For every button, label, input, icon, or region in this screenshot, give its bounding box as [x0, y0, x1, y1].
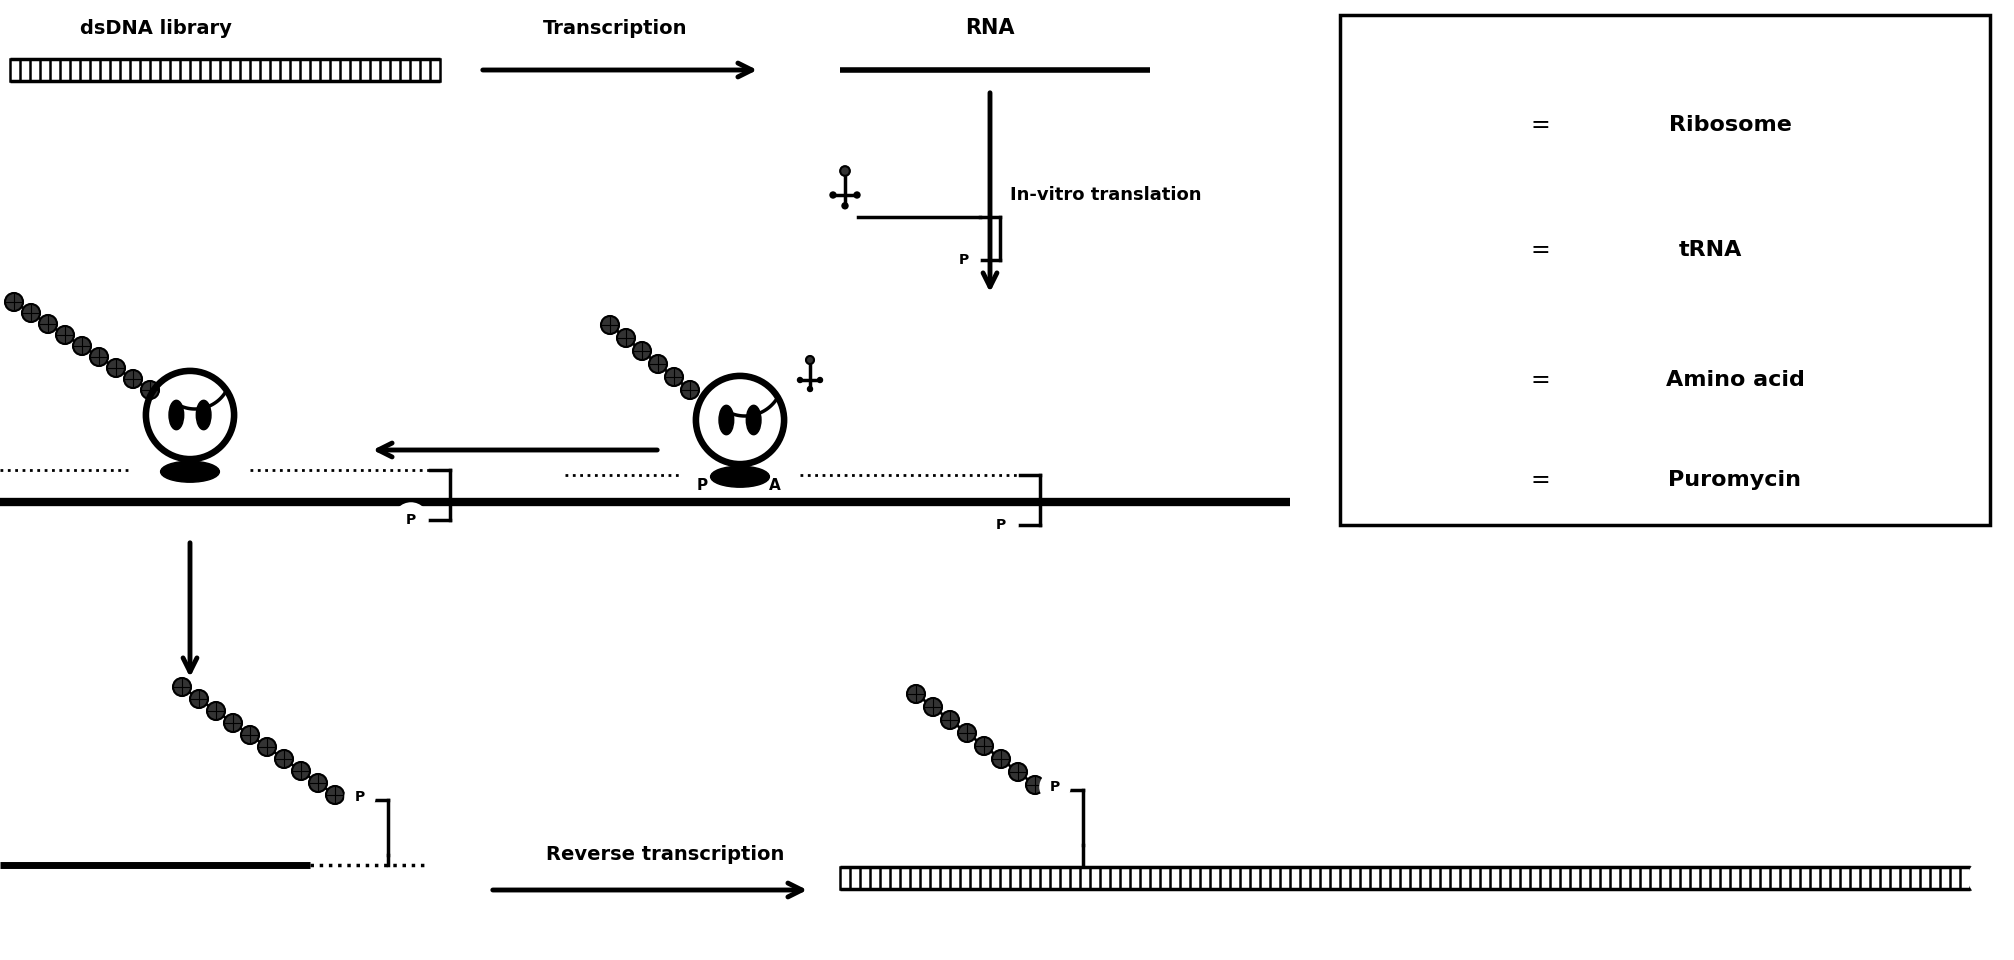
Circle shape	[957, 724, 975, 742]
Circle shape	[1396, 456, 1444, 504]
Ellipse shape	[711, 467, 769, 488]
Text: tRNA: tRNA	[1678, 240, 1740, 260]
Circle shape	[830, 192, 836, 198]
Circle shape	[4, 293, 22, 311]
FancyBboxPatch shape	[1339, 15, 1990, 525]
Circle shape	[274, 750, 292, 768]
Text: =: =	[1529, 238, 1549, 262]
Text: dsDNA library: dsDNA library	[81, 18, 232, 37]
Ellipse shape	[1400, 142, 1440, 156]
Circle shape	[56, 326, 75, 344]
Circle shape	[1414, 214, 1426, 226]
Circle shape	[292, 762, 310, 780]
Circle shape	[1041, 773, 1069, 801]
Circle shape	[431, 849, 463, 881]
Circle shape	[600, 316, 618, 334]
Circle shape	[73, 337, 91, 355]
Text: =: =	[1529, 113, 1549, 137]
Ellipse shape	[745, 405, 761, 435]
Circle shape	[616, 329, 634, 347]
Circle shape	[695, 376, 783, 464]
Text: In-vitro translation: In-vitro translation	[1009, 186, 1200, 204]
Circle shape	[665, 368, 683, 386]
Circle shape	[1025, 776, 1043, 794]
Circle shape	[1009, 763, 1027, 781]
Ellipse shape	[1406, 100, 1416, 120]
Circle shape	[818, 377, 822, 382]
Circle shape	[1390, 80, 1450, 140]
Circle shape	[91, 348, 109, 366]
Circle shape	[141, 381, 159, 399]
Text: Puromycin: Puromycin	[1668, 470, 1801, 490]
Text: A: A	[769, 477, 781, 492]
Circle shape	[1416, 260, 1424, 267]
Text: Transcription: Transcription	[542, 18, 687, 37]
Text: P: P	[959, 253, 969, 267]
Circle shape	[1396, 356, 1444, 404]
Circle shape	[681, 381, 699, 399]
Circle shape	[842, 203, 848, 209]
Text: P: P	[405, 513, 417, 527]
Circle shape	[207, 702, 226, 720]
Text: P: P	[354, 790, 365, 804]
Circle shape	[1400, 247, 1408, 253]
Circle shape	[798, 377, 802, 382]
Ellipse shape	[169, 400, 183, 430]
Circle shape	[38, 315, 56, 333]
Circle shape	[806, 356, 814, 364]
Circle shape	[854, 192, 860, 198]
Circle shape	[395, 504, 427, 536]
Circle shape	[258, 738, 276, 756]
Circle shape	[125, 370, 141, 388]
Circle shape	[145, 371, 234, 459]
Circle shape	[985, 509, 1017, 541]
Circle shape	[906, 685, 924, 703]
Ellipse shape	[161, 461, 220, 482]
Circle shape	[308, 774, 326, 792]
Circle shape	[991, 750, 1009, 768]
Circle shape	[224, 714, 242, 732]
Text: P: P	[1414, 472, 1424, 488]
Circle shape	[649, 355, 667, 373]
Circle shape	[808, 387, 812, 392]
Text: Reverse transcription: Reverse transcription	[546, 846, 783, 865]
Circle shape	[840, 166, 850, 176]
Ellipse shape	[719, 405, 733, 435]
Text: =: =	[1529, 468, 1549, 492]
Circle shape	[949, 245, 979, 275]
Text: P: P	[1049, 780, 1059, 794]
Text: Amino acid: Amino acid	[1666, 370, 1805, 390]
Circle shape	[346, 783, 375, 811]
Text: P: P	[697, 477, 707, 492]
Circle shape	[975, 737, 993, 755]
Text: RNA: RNA	[965, 18, 1015, 38]
Ellipse shape	[195, 400, 211, 430]
Circle shape	[632, 342, 651, 360]
Text: Ribosome: Ribosome	[1668, 115, 1790, 135]
Ellipse shape	[1424, 100, 1434, 120]
Circle shape	[924, 698, 941, 716]
Circle shape	[1968, 862, 2000, 894]
Circle shape	[189, 690, 207, 708]
Text: P: P	[995, 518, 1005, 532]
Text: =: =	[1529, 368, 1549, 392]
Circle shape	[22, 304, 40, 322]
Circle shape	[107, 359, 125, 377]
Circle shape	[242, 726, 260, 744]
Circle shape	[326, 786, 344, 804]
Circle shape	[173, 678, 191, 696]
Circle shape	[941, 711, 959, 729]
Circle shape	[1430, 247, 1438, 253]
